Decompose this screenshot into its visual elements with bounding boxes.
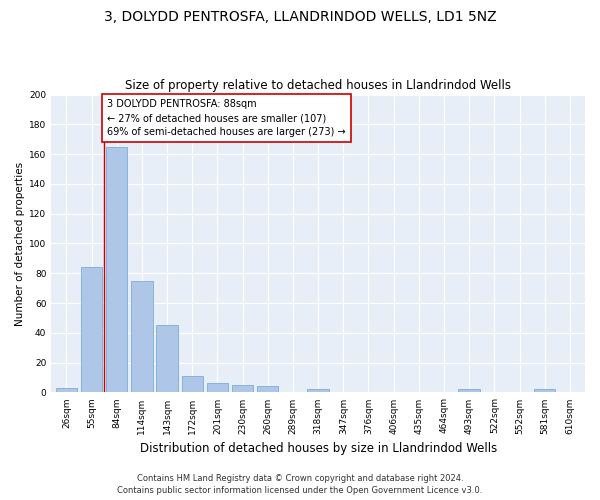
Bar [81,268,102,392]
Bar [534,390,556,392]
Bar [157,326,178,392]
Y-axis label: Number of detached properties: Number of detached properties [15,162,25,326]
Bar [182,376,203,392]
Bar [207,384,228,392]
Bar [106,146,127,392]
Text: 3 DOLYDD PENTROSFA: 88sqm
← 27% of detached houses are smaller (107)
69% of semi: 3 DOLYDD PENTROSFA: 88sqm ← 27% of detac… [107,99,346,137]
Bar [458,390,480,392]
Bar [232,385,253,392]
Bar [56,388,77,392]
Bar [257,386,278,392]
Bar [307,390,329,392]
Text: Contains HM Land Registry data © Crown copyright and database right 2024.
Contai: Contains HM Land Registry data © Crown c… [118,474,482,495]
Bar [131,280,152,392]
X-axis label: Distribution of detached houses by size in Llandrindod Wells: Distribution of detached houses by size … [140,442,497,455]
Title: Size of property relative to detached houses in Llandrindod Wells: Size of property relative to detached ho… [125,79,511,92]
Text: 3, DOLYDD PENTROSFA, LLANDRINDOD WELLS, LD1 5NZ: 3, DOLYDD PENTROSFA, LLANDRINDOD WELLS, … [104,10,496,24]
